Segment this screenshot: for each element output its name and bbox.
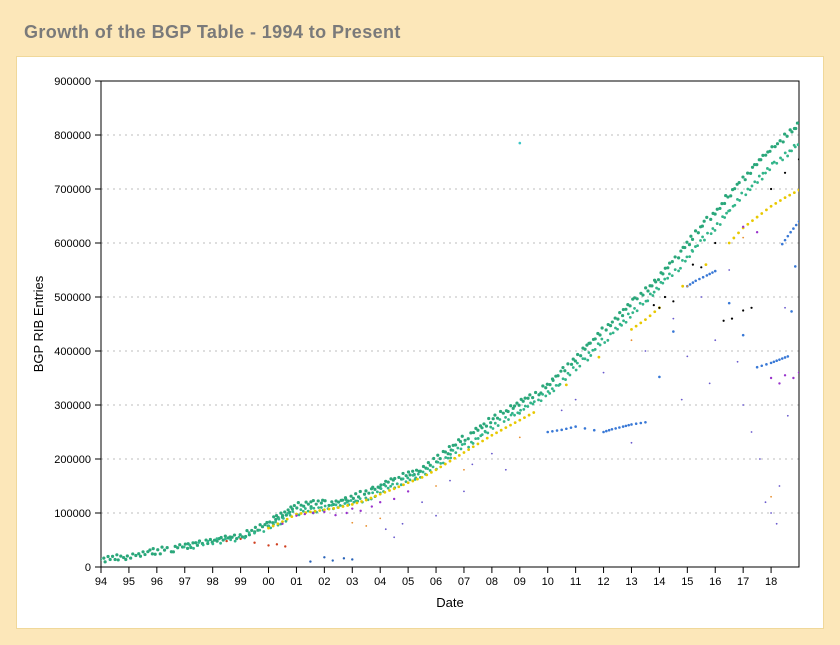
chart-card: 94 95 96 97 98 99 00 01 02 03 04 05 06 07 08 09 10 11 12 13… <box>16 56 824 629</box>
svg-text:02: 02 <box>318 576 330 588</box>
svg-text:97: 97 <box>179 576 191 588</box>
svg-text:01: 01 <box>290 576 302 588</box>
svg-text:95: 95 <box>123 576 135 588</box>
svg-text:15: 15 <box>681 576 693 588</box>
page-frame: Growth of the BGP Table - 1994 to Presen… <box>0 0 840 645</box>
svg-text:700000: 700000 <box>54 184 91 196</box>
svg-text:500000: 500000 <box>54 292 91 304</box>
svg-text:16: 16 <box>709 576 721 588</box>
svg-text:18: 18 <box>765 576 777 588</box>
svg-text:10: 10 <box>542 576 554 588</box>
svg-text:800000: 800000 <box>54 130 91 142</box>
svg-text:100000: 100000 <box>54 508 91 520</box>
svg-text:98: 98 <box>207 576 219 588</box>
svg-text:Date: Date <box>436 595 463 610</box>
svg-text:200000: 200000 <box>54 454 91 466</box>
svg-text:07: 07 <box>458 576 470 588</box>
svg-text:09: 09 <box>514 576 526 588</box>
svg-text:99: 99 <box>234 576 246 588</box>
svg-text:04: 04 <box>374 576 386 588</box>
svg-text:400000: 400000 <box>54 346 91 358</box>
svg-text:12: 12 <box>597 576 609 588</box>
svg-text:17: 17 <box>737 576 749 588</box>
svg-text:300000: 300000 <box>54 400 91 412</box>
svg-text:14: 14 <box>653 576 665 588</box>
svg-text:06: 06 <box>430 576 442 588</box>
svg-text:00: 00 <box>262 576 274 588</box>
svg-text:03: 03 <box>346 576 358 588</box>
svg-text:96: 96 <box>151 576 163 588</box>
svg-text:600000: 600000 <box>54 238 91 250</box>
svg-text:13: 13 <box>625 576 637 588</box>
chart-title: Growth of the BGP Table - 1994 to Presen… <box>24 22 401 43</box>
svg-text:05: 05 <box>402 576 414 588</box>
svg-text:0: 0 <box>85 562 91 574</box>
svg-text:08: 08 <box>486 576 498 588</box>
svg-text:BGP RIB Entries: BGP RIB Entries <box>31 275 46 372</box>
svg-text:900000: 900000 <box>54 76 91 88</box>
svg-text:94: 94 <box>95 576 107 588</box>
svg-text:11: 11 <box>570 576 581 588</box>
bgp-growth-chart: 94 95 96 97 98 99 00 01 02 03 04 05 06 07 08 09 10 11 12 13… <box>17 57 823 628</box>
